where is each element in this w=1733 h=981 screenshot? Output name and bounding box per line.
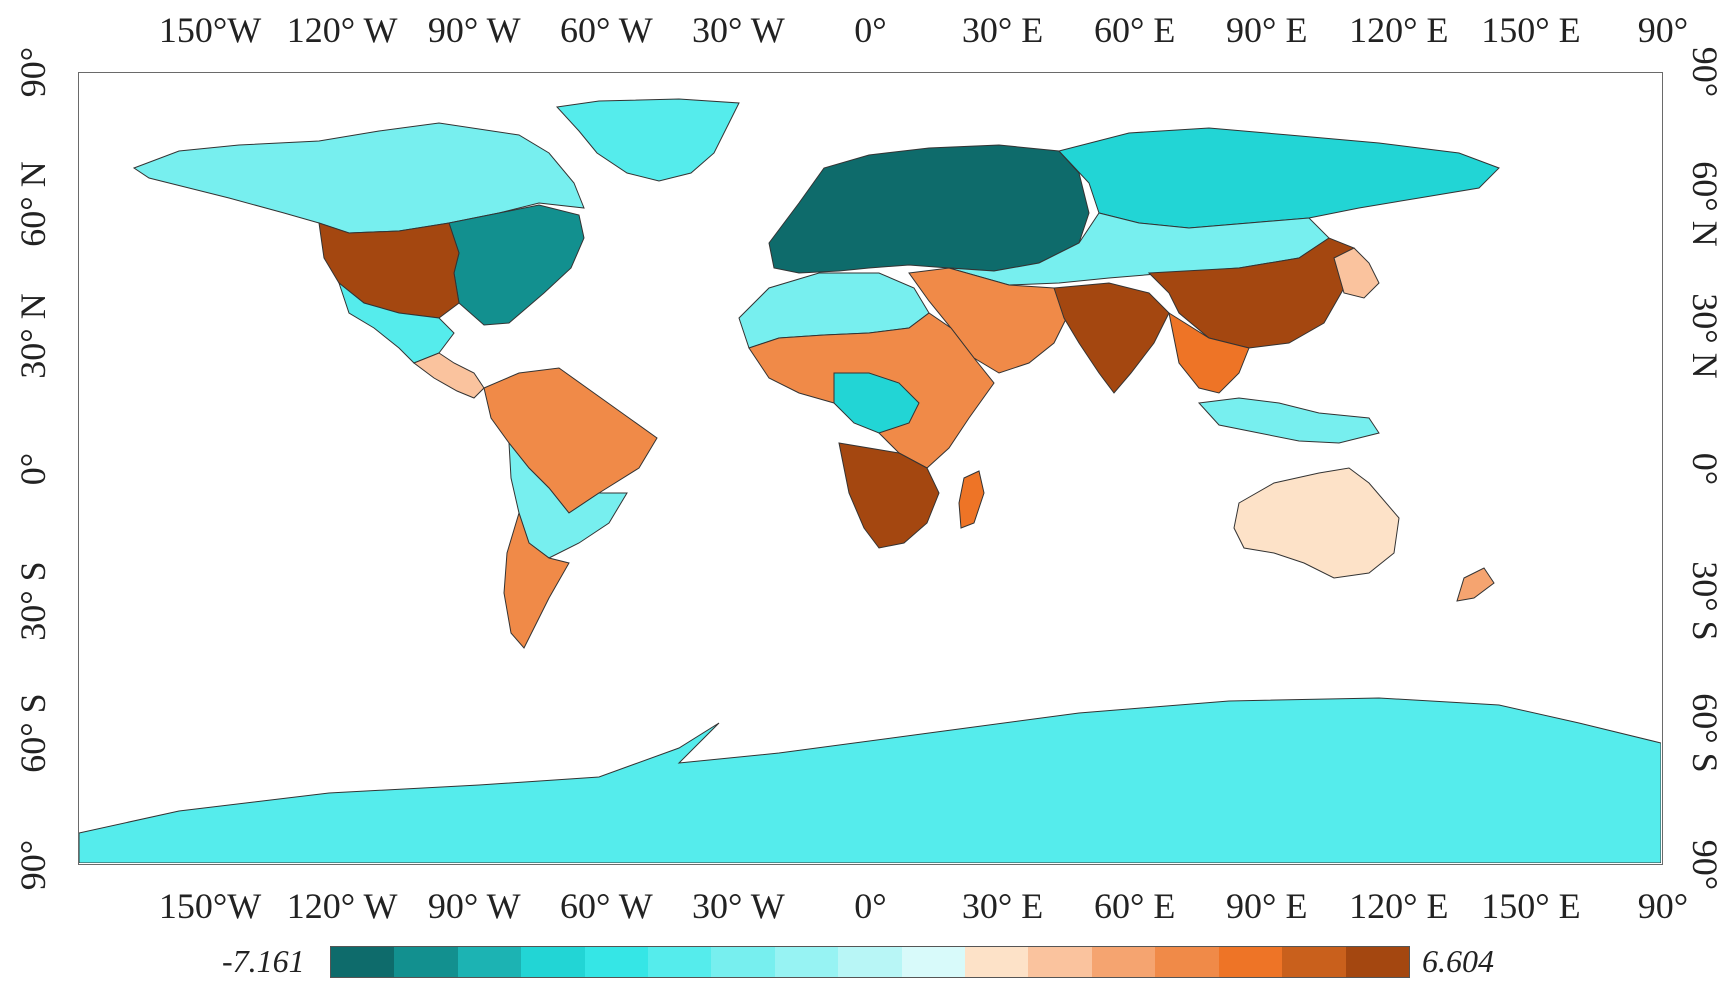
region-indonesia xyxy=(1197,397,1380,444)
colorbar-max-label: 6.604 xyxy=(1422,943,1494,979)
left-tick-90n: 90° xyxy=(13,46,53,98)
top-tick-30e: 30° E xyxy=(961,10,1044,50)
colorbar-segment xyxy=(901,947,966,977)
bottom-tick-90e: 90° E xyxy=(1226,886,1308,926)
top-tick-90e: 90° E xyxy=(1226,10,1308,50)
colorbar-segment xyxy=(521,947,585,977)
top-tick-120e: 120° E xyxy=(1349,10,1449,50)
colorbar-segment xyxy=(394,947,458,977)
top-tick-90w: 90° W xyxy=(427,10,521,50)
right-tick-0: 0° xyxy=(1685,452,1725,485)
top-tick-150w: 150°W xyxy=(158,10,262,50)
top-tick-30w: 30° W xyxy=(692,10,785,50)
region-china xyxy=(1147,237,1355,349)
right-tick-60n: 60° N xyxy=(1685,161,1725,247)
region-europe-and-western-russia xyxy=(768,144,1090,274)
left-tick-60s: 60° S xyxy=(13,693,53,773)
colorbar-segment xyxy=(774,947,839,977)
left-tick-30s: 30° S xyxy=(13,560,53,641)
region-northern-south-america xyxy=(483,367,658,514)
colorbar-segment xyxy=(838,947,902,977)
colorbar-segment xyxy=(965,947,1029,977)
region-new-zealand xyxy=(1456,567,1495,602)
region-central-america xyxy=(412,352,485,399)
top-tick-120w: 120° W xyxy=(286,10,398,50)
left-tick-0: 0° xyxy=(13,452,53,485)
region-australia xyxy=(1233,467,1400,579)
top-tick-180: 90° xyxy=(1637,10,1689,50)
region-canada-and-alaska xyxy=(132,122,585,234)
top-tick-150e: 150° E xyxy=(1481,10,1581,50)
top-tick-60e: 60° E xyxy=(1093,10,1176,50)
bottom-tick-30w: 30° W xyxy=(692,886,785,926)
right-tick-90n: 90° xyxy=(1685,46,1725,98)
left-tick-30n: 30° N xyxy=(13,293,53,380)
bottom-tick-30e: 30° E xyxy=(961,886,1044,926)
colorbar-segment xyxy=(711,947,775,977)
top-tick-60w: 60° W xyxy=(559,10,653,50)
colorbar-segment xyxy=(331,947,395,977)
right-tick-30s: 30° S xyxy=(1685,560,1725,641)
region-greenland xyxy=(555,98,740,182)
left-tick-90s: 90° xyxy=(13,839,53,891)
region-central-asia xyxy=(948,212,1330,286)
bottom-tick-180: 90° xyxy=(1637,886,1689,926)
top-tick-0: 0° xyxy=(854,10,887,50)
bottom-tick-150e: 150° E xyxy=(1481,886,1581,926)
region-central-africa xyxy=(833,372,920,434)
region-western-us xyxy=(318,222,460,319)
bottom-tick-120e: 120° E xyxy=(1349,886,1449,926)
colorbar-segment xyxy=(1282,947,1346,977)
colorbar-segment xyxy=(584,947,649,977)
region-india xyxy=(1053,282,1170,394)
right-tick-30n: 30° N xyxy=(1685,293,1725,380)
bottom-tick-150w: 150°W xyxy=(158,886,262,926)
colorbar-segment xyxy=(1028,947,1092,977)
region-middle-east xyxy=(908,267,1070,374)
region-southeast-asia xyxy=(1168,311,1250,394)
colorbar-segment xyxy=(1218,947,1283,977)
colorbar-segment xyxy=(1345,947,1409,977)
world-map xyxy=(78,72,1663,865)
bottom-tick-120w: 120° W xyxy=(286,886,398,926)
colorbar-segment xyxy=(457,947,522,977)
region-antarctica xyxy=(79,697,1661,863)
right-tick-90s: 90° xyxy=(1685,839,1725,891)
colorbar-segment xyxy=(1155,947,1219,977)
world-map-svg xyxy=(79,98,1661,863)
bottom-tick-0: 0° xyxy=(854,886,887,926)
right-tick-60s: 60° S xyxy=(1685,693,1725,773)
region-siberia xyxy=(1058,127,1500,229)
region-madagascar xyxy=(958,470,985,529)
colorbar-segment xyxy=(648,947,712,977)
colorbar-segment xyxy=(1091,947,1156,977)
region-southern-africa xyxy=(838,442,940,549)
region-eastern-united-states xyxy=(448,204,585,326)
colorbar-min-label: -7.161 xyxy=(222,943,305,979)
region-southern-south-america xyxy=(503,511,570,649)
colorbar xyxy=(330,946,1410,978)
left-tick-60n: 60° N xyxy=(13,161,53,247)
bottom-tick-90w: 90° W xyxy=(427,886,521,926)
bottom-tick-60e: 60° E xyxy=(1093,886,1176,926)
bottom-tick-60w: 60° W xyxy=(559,886,653,926)
region-japan-and-korea xyxy=(1333,247,1380,299)
